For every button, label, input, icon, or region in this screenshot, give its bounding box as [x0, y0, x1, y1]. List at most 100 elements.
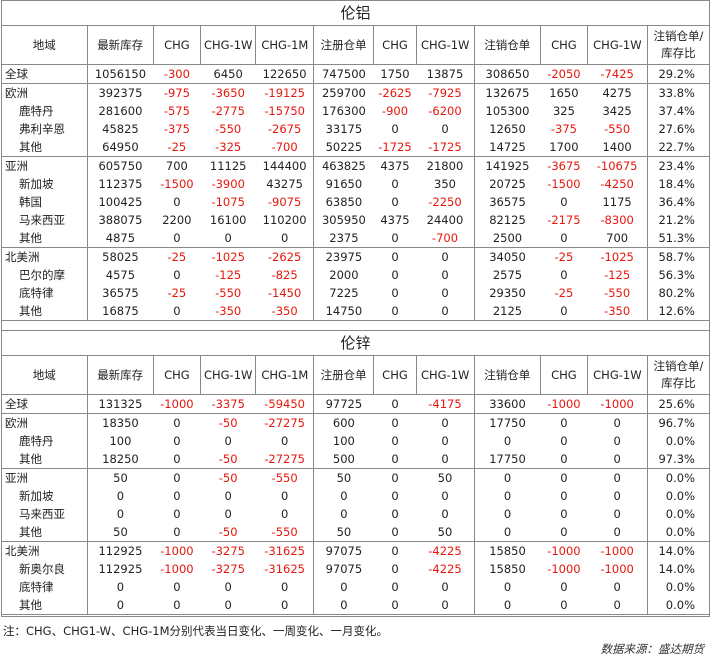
value-cell: 747500: [313, 64, 374, 84]
value-cell: -825: [271, 267, 298, 282]
value-cell: 500: [313, 450, 374, 469]
value-cell: 0: [373, 394, 417, 414]
ratio-cell: 80.2%: [646, 284, 711, 302]
value-cell: 0: [173, 579, 181, 594]
value-cell: 350: [434, 176, 456, 191]
value-cell: 18250: [86, 450, 154, 469]
column-header: CHG: [373, 355, 417, 395]
value-cell: 305950: [313, 211, 374, 229]
value-cell: 0: [587, 596, 648, 615]
value-cell: -2175: [547, 212, 581, 227]
sub-region-label: 底特律: [1, 578, 88, 596]
value-cell: 392375: [86, 83, 154, 102]
value-cell: 0: [153, 468, 201, 487]
value-cell: 45825: [86, 120, 154, 138]
value-cell: 105300: [473, 102, 541, 120]
value-cell: 0: [391, 451, 399, 466]
value-cell: -4175: [416, 394, 475, 414]
sub-region-label: 其他: [1, 450, 88, 469]
value-cell: -19125: [255, 83, 314, 102]
value-cell: 281600: [86, 102, 154, 120]
value-cell: 0: [224, 433, 232, 448]
value-cell: 0: [473, 432, 541, 450]
value-cell: 0: [391, 230, 399, 245]
value-cell: 18350: [86, 413, 154, 432]
value-cell: 0: [473, 487, 541, 505]
value-cell: 0: [560, 433, 568, 448]
value-cell: 0: [416, 413, 475, 432]
value-cell: -10675: [587, 156, 648, 175]
value-cell: 0: [391, 121, 399, 136]
value-cell: 4575: [86, 266, 154, 284]
table-row: 新奥尔良 112925 -1000 -3275 -31625 97075 0 -4225 158…: [1, 560, 711, 578]
value-cell: 0: [587, 413, 648, 432]
ratio-cell: 12.6%: [646, 302, 711, 321]
value-cell: -2775: [211, 103, 245, 118]
value-cell: 0: [540, 413, 588, 432]
value-cell: 0: [613, 524, 621, 539]
value-cell: -6200: [428, 103, 462, 118]
value-cell: -50: [218, 451, 238, 466]
region-label: 北美洲: [1, 247, 88, 266]
value-cell: -700: [431, 230, 459, 245]
value-cell: -350: [200, 302, 256, 321]
value-cell: 0: [391, 267, 399, 282]
table-row: 欧洲 18350 0 -50 -27275 600 0 0 17750 0 0 96.7%: [1, 413, 711, 432]
ratio-cell: 36.4%: [646, 193, 711, 211]
section-title: 伦锌: [1, 330, 710, 356]
column-header: CHG-1W: [415, 25, 475, 65]
value-cell: -125: [604, 267, 631, 282]
value-cell: 15850: [473, 560, 541, 578]
column-header: 最新库存: [86, 25, 154, 65]
value-cell: 50: [416, 468, 475, 487]
value-cell: -1000: [600, 561, 634, 576]
value-cell: 16875: [86, 302, 154, 321]
column-header: 最新库存: [86, 355, 154, 395]
value-cell: 0: [473, 523, 541, 542]
value-cell: 97075: [313, 541, 374, 560]
value-cell: 0: [391, 506, 399, 521]
value-cell: -325: [215, 139, 242, 154]
sub-region-label: 马来西亚: [1, 505, 88, 523]
value-cell: -50: [200, 413, 256, 432]
value-cell: -1725: [378, 139, 412, 154]
value-cell: 3425: [602, 103, 632, 118]
value-cell: 50: [313, 523, 374, 542]
value-cell: 0: [313, 487, 374, 505]
table-row: 亚洲 605750 700 11125 144400 463825 4375 21800 141…: [1, 156, 711, 175]
region-label: 欧洲: [1, 413, 88, 432]
value-cell: -25: [153, 247, 201, 266]
value-cell: 600: [313, 413, 374, 432]
value-cell: -1000: [587, 541, 648, 560]
column-header: 注销仓单/库存比: [646, 355, 711, 395]
aluminum-table: 伦铝 地域 最新库存 CHG CHG-1W CHG-1M 注册仓单 CHG CHG-1W 注销仓单…: [1, 0, 711, 321]
value-cell: -3675: [540, 156, 588, 175]
value-cell: -1025: [200, 247, 256, 266]
value-cell: 0: [224, 579, 232, 594]
value-cell: 0: [391, 561, 399, 576]
value-cell: 0: [540, 468, 588, 487]
value-cell: 0: [153, 596, 201, 615]
ratio-cell: 51.3%: [646, 229, 711, 248]
ratio-cell: 14.0%: [646, 541, 711, 560]
value-cell: 0: [373, 247, 417, 266]
value-cell: 0: [173, 524, 181, 539]
value-cell: 0: [391, 488, 399, 503]
region-label: 北美洲: [1, 541, 88, 560]
value-cell: 131325: [86, 394, 154, 414]
value-cell: 0: [560, 194, 568, 209]
value-cell: 0: [613, 451, 621, 466]
value-cell: 112375: [86, 175, 154, 193]
column-header: CHG-1W: [415, 355, 475, 395]
ratio-cell: 25.6%: [646, 394, 711, 414]
value-cell: -1725: [428, 139, 462, 154]
value-cell: 24400: [426, 212, 464, 227]
value-cell: -27275: [255, 413, 314, 432]
value-cell: 2500: [473, 229, 541, 248]
region-label: 亚洲: [1, 156, 88, 175]
value-cell: 4375: [373, 156, 417, 175]
value-cell: 0: [173, 267, 181, 282]
value-cell: 122650: [255, 64, 314, 84]
value-cell: -550: [271, 524, 298, 539]
sub-region-label: 其他: [1, 596, 88, 615]
